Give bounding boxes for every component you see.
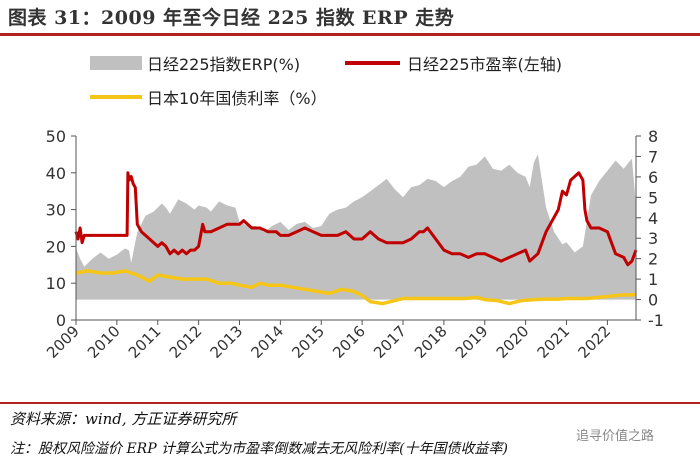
plot-area — [74, 154, 638, 306]
formula-note: 注：股权风险溢价 ERP 计算公式为市盈率倒数减去无风险利率(十年国债收益率) — [10, 441, 509, 457]
left-tick-label: 0 — [56, 311, 66, 330]
right-tick-label: 2 — [648, 250, 658, 269]
right-tick-label: -1 — [648, 311, 664, 330]
erp-chart: 日经225指数ERP(%) 日经225市盈率(左轴) 日本10年国债利率（%） … — [43, 55, 664, 362]
legend-label-erp: 日经225指数ERP(%) — [147, 55, 300, 74]
series-line-bond — [75, 269, 637, 306]
x-tick-label: 2011 — [125, 322, 165, 362]
right-tick-label: 8 — [648, 127, 658, 146]
x-tick-label: 2013 — [207, 322, 247, 362]
x-tick-label: 2020 — [493, 322, 533, 362]
source-note: 资料来源：wind, 方正证券研究所 — [10, 410, 237, 428]
footer-divider — [0, 402, 700, 404]
left-tick-label: 50 — [46, 127, 66, 146]
x-tick-label: 2019 — [452, 322, 492, 362]
x-tick-label: 2010 — [84, 322, 124, 362]
left-tick-label: 10 — [46, 274, 66, 293]
right-tick-label: 4 — [648, 209, 658, 228]
x-tick-label: 2022 — [574, 322, 614, 362]
x-tick-label: 2018 — [411, 322, 451, 362]
series-line-pe — [74, 171, 638, 267]
legend-label-bond: 日本10年国债利率（%） — [147, 89, 327, 108]
x-tick-label: 2009 — [43, 322, 83, 362]
right-tick-label: 5 — [648, 188, 658, 207]
x-tick-label: 2017 — [370, 322, 410, 362]
legend: 日经225指数ERP(%) 日经225市盈率(左轴) 日本10年国债利率（%） — [90, 55, 562, 108]
legend-swatch-erp — [90, 56, 142, 70]
x-tick-label: 2014 — [247, 322, 287, 362]
right-tick-label: 1 — [648, 270, 658, 289]
left-tick-label: 40 — [46, 164, 66, 183]
x-tick-label: 2012 — [166, 322, 206, 362]
right-tick-label: 0 — [648, 291, 658, 310]
watermark: 追寻价值之路 — [576, 429, 655, 444]
right-tick-label: 6 — [648, 168, 658, 187]
x-tick-label: 2015 — [288, 322, 328, 362]
left-tick-label: 30 — [46, 201, 66, 220]
left-tick-label: 20 — [46, 237, 66, 256]
chart-title: 图表 31：2009 年至今日经 225 指数 ERP 走势 — [8, 7, 455, 29]
series-area-erp — [76, 154, 636, 300]
legend-label-pe: 日经225市盈率(左轴) — [407, 55, 562, 74]
x-tick-label: 2016 — [329, 322, 369, 362]
right-tick-label: 3 — [648, 229, 658, 248]
x-tick-label: 2021 — [534, 322, 574, 362]
title-divider — [0, 33, 700, 36]
right-tick-label: 7 — [648, 147, 658, 166]
